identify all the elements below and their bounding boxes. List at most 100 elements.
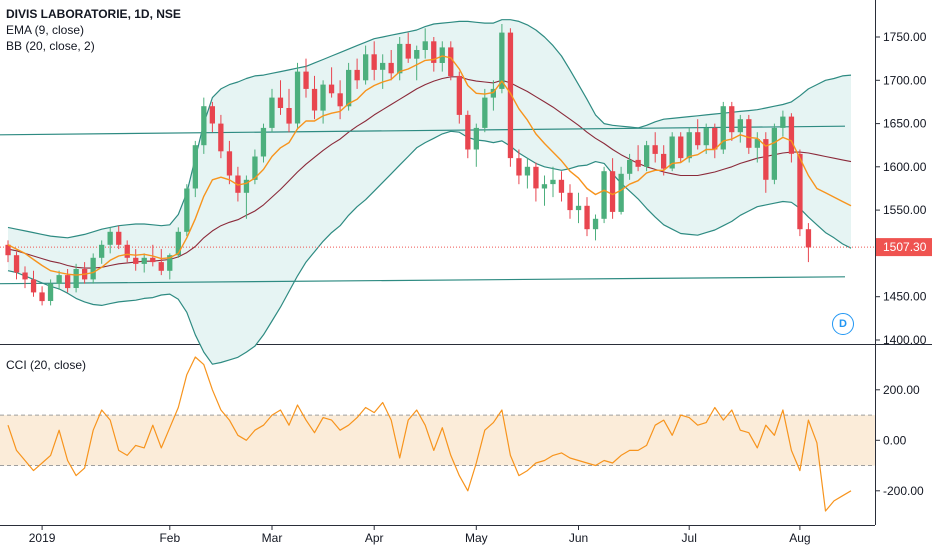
price-tick-label: 1650.00: [883, 117, 927, 131]
candle-body: [669, 136, 675, 169]
candle-body: [13, 255, 20, 273]
candle-body: [797, 153, 803, 230]
candle-body: [184, 188, 190, 232]
cci-tick-label: -200.00: [883, 484, 924, 498]
candle-body: [167, 255, 173, 271]
candle-body: [695, 132, 701, 146]
candle-body: [311, 88, 318, 111]
symbol-title[interactable]: DIVIS LABORATORIE, 1D, NSE: [6, 7, 181, 21]
interval-badge-icon[interactable]: D: [832, 313, 854, 335]
ema-line: [7, 55, 852, 276]
candle-body: [243, 179, 250, 193]
candle-body: [524, 166, 531, 176]
candle-body: [294, 71, 301, 124]
candle-body: [277, 97, 284, 108]
candle-body: [737, 119, 743, 133]
candle-body: [99, 244, 105, 258]
candle-body: [601, 171, 607, 219]
candle-body: [618, 173, 624, 212]
candle-body: [218, 123, 224, 152]
candle-body: [431, 41, 437, 63]
ema-indicator-label[interactable]: EMA (9, close): [6, 23, 85, 37]
time-tick-label: Feb: [159, 531, 180, 545]
candle-body: [456, 75, 462, 115]
candle-body: [720, 106, 726, 150]
candle-body: [133, 257, 139, 264]
time-tick-label: Mar: [262, 531, 283, 545]
candle-body: [201, 106, 207, 146]
candle-body: [192, 145, 198, 189]
candle-body: [746, 119, 752, 148]
price-tick-label: 1600.00: [883, 160, 927, 174]
last-price-label: 1507.30: [883, 240, 927, 254]
candle-body: [686, 132, 692, 159]
bollinger-band-fill: [8, 19, 851, 365]
candle-body: [567, 192, 573, 211]
candle-body: [380, 62, 386, 70]
price-tick-label: 1550.00: [883, 203, 927, 217]
candle-body: [754, 139, 760, 148]
time-tick-label: Aug: [789, 531, 810, 545]
main-legend: DIVIS LABORATORIE, 1D, NSE EMA (9, close…: [6, 6, 181, 54]
candle-body: [763, 139, 769, 180]
trend-line-1: [0, 276, 846, 285]
candle-body: [405, 43, 411, 59]
candle-body: [550, 179, 556, 185]
candle-body: [771, 127, 777, 180]
candle-body: [47, 283, 54, 301]
candle-body: [252, 156, 258, 180]
candle-body: [635, 159, 641, 167]
candle-body: [39, 292, 45, 302]
candle-body: [175, 231, 181, 256]
candle-body: [260, 127, 267, 157]
candle-body: [507, 32, 514, 159]
candle-body: [337, 93, 343, 107]
candle-body: [499, 32, 505, 89]
candle-body: [56, 275, 62, 284]
candle-body: [490, 88, 496, 98]
candle-body: [678, 136, 684, 159]
candle-body: [652, 145, 658, 154]
candle-body: [465, 114, 471, 150]
bb-indicator-label[interactable]: BB (20, close, 2): [6, 39, 95, 53]
candle-body: [363, 54, 369, 81]
price-tick-label: 1750.00: [883, 30, 927, 44]
candle-body: [661, 153, 667, 169]
time-tick-label: 2019: [29, 531, 56, 545]
time-tick-label: Jul: [682, 531, 697, 545]
candle-body: [592, 218, 599, 230]
candle-body: [286, 108, 292, 124]
price-tick-label: 1400.00: [883, 333, 927, 347]
bollinger-basis-line: [7, 76, 852, 269]
trend-line-0: [0, 125, 846, 136]
price-tick-label: 1450.00: [883, 290, 927, 304]
cci-indicator-label[interactable]: CCI (20, close): [6, 358, 87, 372]
candle-body: [303, 71, 309, 89]
candle-body: [558, 179, 565, 193]
candle-body: [235, 175, 241, 193]
candle-body: [729, 106, 735, 133]
candle-body: [780, 116, 786, 128]
candle-body: [788, 116, 795, 154]
candle-body: [226, 151, 233, 176]
time-tick-label: May: [465, 531, 488, 545]
candle-body: [448, 47, 454, 76]
candle-body: [703, 127, 709, 146]
candle-body: [482, 97, 488, 128]
candle-body: [320, 84, 326, 111]
candle-body: [644, 145, 650, 167]
candle-body: [5, 244, 11, 256]
candle-body: [397, 43, 403, 74]
candle-body: [516, 158, 522, 176]
candle-body: [346, 69, 352, 107]
candle-body: [805, 229, 812, 248]
cci-line: [7, 356, 852, 512]
candle-body: [124, 244, 130, 258]
candle-body: [90, 257, 96, 280]
candle-body: [269, 97, 275, 128]
candle-body: [158, 262, 164, 271]
candle-body: [541, 184, 548, 189]
candle-body: [584, 205, 590, 230]
